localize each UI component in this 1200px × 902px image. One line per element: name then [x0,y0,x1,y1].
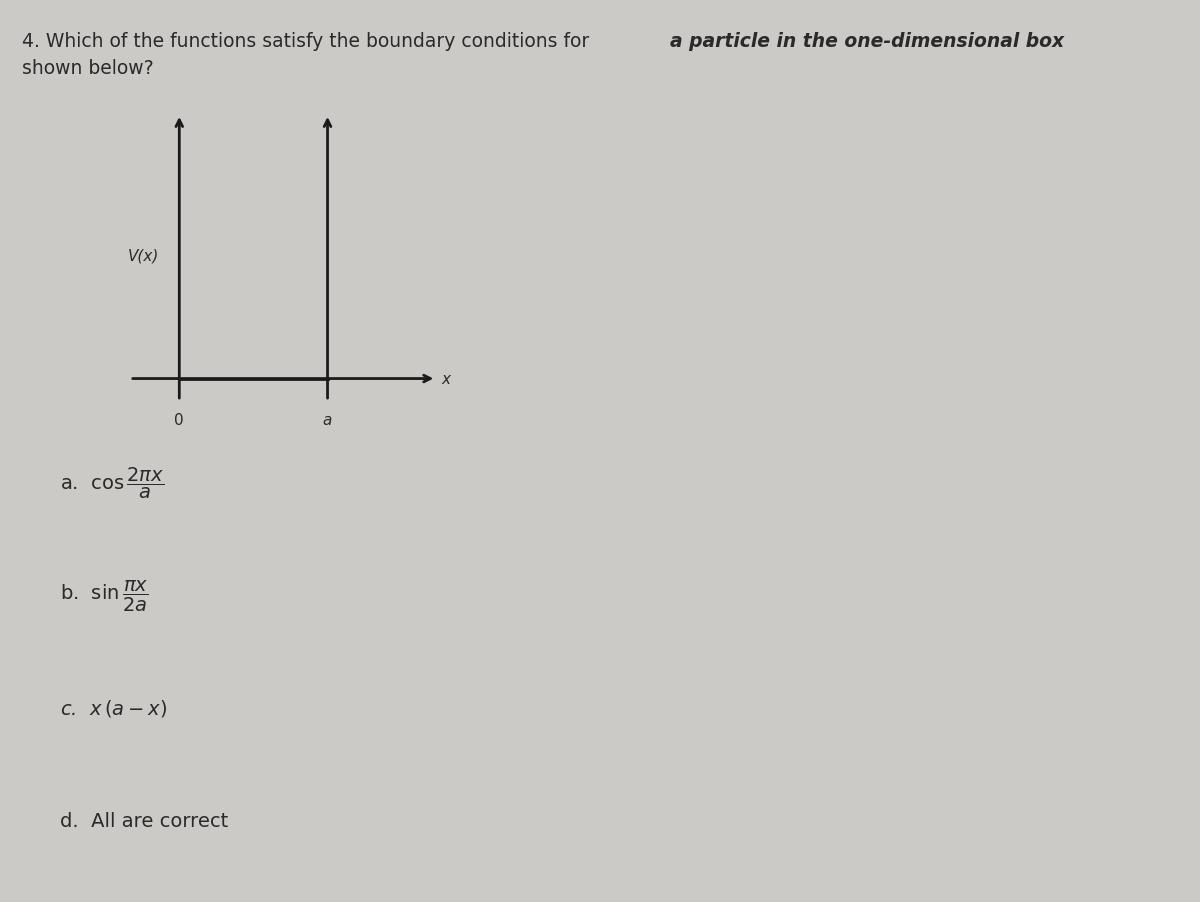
Text: a: a [323,413,332,428]
Text: 4. Which of the functions satisfy the boundary conditions for: 4. Which of the functions satisfy the bo… [22,32,595,51]
Text: b.  $\sin\dfrac{\pi x}{2a}$: b. $\sin\dfrac{\pi x}{2a}$ [60,578,149,612]
Text: 0: 0 [174,413,184,428]
Text: shown below?: shown below? [22,59,154,78]
Text: V(x): V(x) [128,248,160,263]
Text: x: x [442,372,450,387]
Text: a.  $\cos\dfrac{2\pi x}{a}$: a. $\cos\dfrac{2\pi x}{a}$ [60,465,164,500]
Text: c.  $x\,(a-x)$: c. $x\,(a-x)$ [60,697,167,719]
Text: a particle in the one-dimensional box: a particle in the one-dimensional box [670,32,1063,51]
Text: d.  All are correct: d. All are correct [60,811,228,831]
